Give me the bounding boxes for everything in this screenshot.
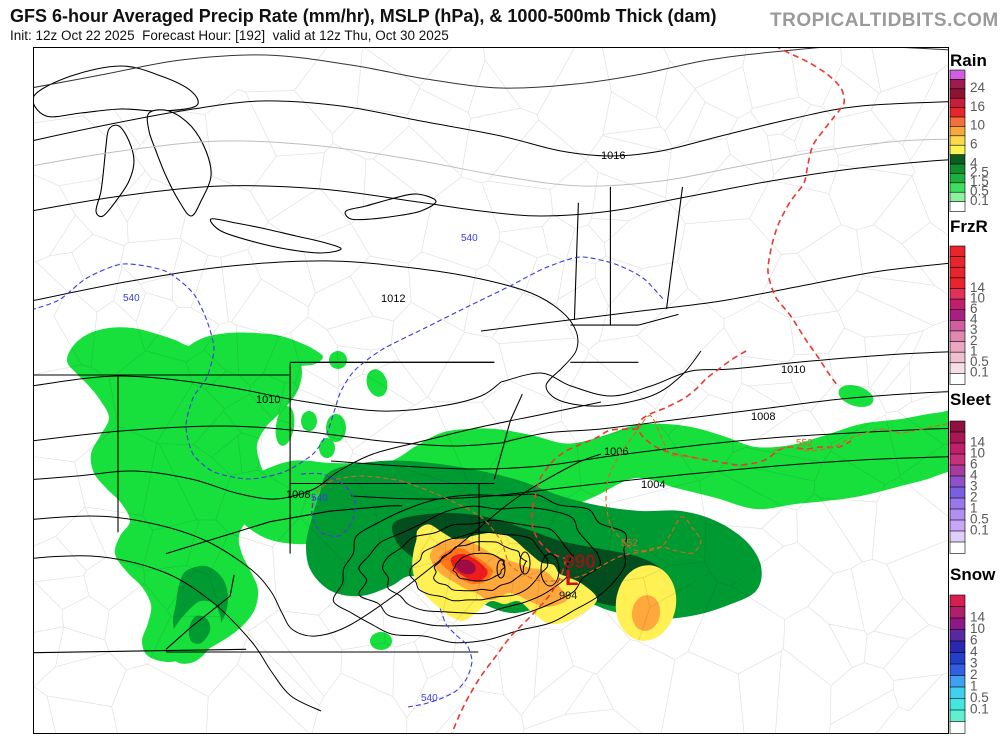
svg-text:552: 552	[621, 538, 638, 549]
svg-text:540: 540	[421, 693, 438, 704]
svg-text:FrzR: FrzR	[950, 217, 988, 236]
svg-text:0.1: 0.1	[970, 193, 989, 208]
svg-text:1010: 1010	[256, 394, 280, 406]
svg-text:0.1: 0.1	[970, 522, 989, 537]
svg-text:1012: 1012	[381, 293, 405, 305]
svg-text:994: 994	[559, 590, 577, 602]
svg-text:540: 540	[123, 293, 140, 304]
svg-text:1010: 1010	[781, 364, 805, 376]
svg-text:Sleet: Sleet	[950, 390, 991, 409]
svg-text:L: L	[565, 565, 578, 590]
svg-text:1004: 1004	[641, 479, 665, 491]
svg-text:Rain: Rain	[950, 51, 987, 70]
svg-text:0.1: 0.1	[970, 701, 989, 716]
svg-text:6: 6	[970, 137, 978, 152]
svg-text:1016: 1016	[601, 150, 625, 162]
svg-text:24: 24	[970, 80, 986, 95]
svg-text:Snow: Snow	[950, 565, 996, 584]
svg-text:540: 540	[461, 233, 478, 244]
svg-text:10: 10	[970, 118, 985, 133]
svg-text:0.1: 0.1	[970, 365, 989, 380]
svg-text:1008: 1008	[286, 489, 310, 501]
svg-text:16: 16	[970, 99, 985, 114]
svg-text:552: 552	[796, 438, 813, 449]
svg-text:540: 540	[311, 493, 328, 504]
svg-text:1008: 1008	[751, 411, 775, 423]
